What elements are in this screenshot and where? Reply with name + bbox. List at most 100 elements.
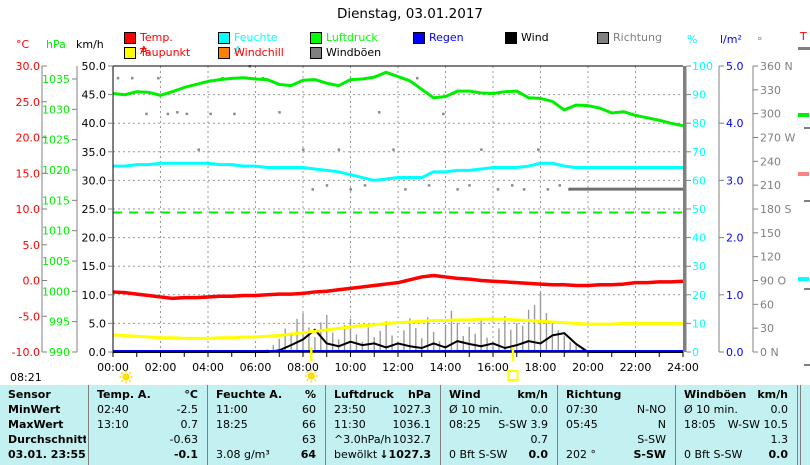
legend-label: Regen bbox=[429, 31, 464, 44]
table-col-unit bbox=[557, 388, 666, 403]
table-cell-value: 0.0 bbox=[770, 403, 789, 416]
direction-dot bbox=[233, 112, 236, 116]
axis-label-degrees: 60 bbox=[760, 298, 774, 311]
axis-label-kmh: 50.0 bbox=[82, 60, 107, 73]
x-axis-label: 12:00 bbox=[382, 361, 414, 374]
axis-label-kmh: 10.0 bbox=[82, 289, 107, 302]
axis-label-degrees: 360 N bbox=[760, 60, 793, 73]
x-axis-label: 24:00 bbox=[667, 361, 699, 374]
sunrise-icon-axis bbox=[307, 372, 315, 380]
unit-percent: % bbox=[687, 33, 698, 46]
table-col-unit: hPa bbox=[407, 388, 431, 401]
table-cell-time: Ø 10 min. bbox=[449, 403, 503, 416]
axis-label-percent: 20 bbox=[692, 289, 706, 302]
x-axis-label: 08:00 bbox=[287, 361, 319, 374]
table-separator bbox=[88, 385, 89, 465]
axis-label-degrees: 330 bbox=[760, 84, 781, 97]
axis-label-percent: 10 bbox=[692, 317, 706, 330]
table-row-label: MinWert bbox=[8, 403, 61, 416]
axis-label-hpa: 995 bbox=[49, 316, 70, 329]
table-col-title: Feuchte A. bbox=[216, 388, 283, 401]
legend-label: Windchill bbox=[234, 46, 284, 59]
x-axis-label: 02:00 bbox=[145, 361, 177, 374]
axis-label-celsius: 30.0 bbox=[16, 60, 41, 73]
legend-swatch bbox=[310, 47, 322, 59]
direction-dot bbox=[278, 111, 281, 114]
table-row-label: Durchschnitt bbox=[8, 433, 86, 446]
axis-label-kmh: 5.0 bbox=[89, 317, 107, 330]
table-separator bbox=[325, 385, 326, 465]
table-cell-value: 66 bbox=[302, 418, 316, 431]
legend-swatch bbox=[310, 32, 322, 44]
table-cell-time: 18:25 bbox=[216, 418, 248, 431]
axis-label-hpa: 1025 bbox=[42, 134, 70, 147]
axis-label-percent: 30 bbox=[692, 260, 706, 273]
axis-label-kmh: 25.0 bbox=[82, 203, 107, 216]
table-cell-time: 0 Bft S-SW bbox=[684, 448, 743, 461]
axis-label-hpa: 1015 bbox=[42, 194, 70, 207]
series-taupunkt-line bbox=[112, 317, 683, 340]
sunset-icon bbox=[507, 370, 519, 381]
table-cell-value: 1032.7 bbox=[392, 433, 432, 446]
sunrise-icon-left-ray bbox=[128, 379, 132, 383]
table-cell-time: 02:40 bbox=[97, 403, 129, 416]
table-col-title: Luftdruck bbox=[334, 388, 394, 401]
axis-label-lm2: 4.0 bbox=[726, 117, 744, 130]
axis-label-degrees: 120 bbox=[760, 251, 781, 264]
table-cell-value: -0.63 bbox=[169, 433, 198, 446]
axis-label-kmh: 35.0 bbox=[82, 146, 107, 159]
x-axis-label: 06:00 bbox=[240, 361, 272, 374]
table-cell-time: 08:25 bbox=[449, 418, 481, 431]
axis-label-lm2: 3.0 bbox=[726, 174, 744, 187]
direction-dot bbox=[197, 148, 200, 151]
x-axis-label: 04:00 bbox=[192, 361, 224, 374]
direction-dot bbox=[145, 112, 148, 116]
legend-swatch bbox=[597, 32, 609, 44]
legend-label: Richtung bbox=[613, 31, 662, 44]
axis-label-hpa: 1035 bbox=[42, 73, 70, 86]
axis-label-degrees: 150 bbox=[760, 227, 781, 240]
direction-dot bbox=[176, 111, 179, 114]
current-value-marker bbox=[804, 364, 810, 366]
table-col-unit: km/h bbox=[757, 388, 788, 401]
axis-label-celsius: -10.0 bbox=[12, 346, 40, 359]
current-value-marker bbox=[804, 200, 810, 202]
axis-label-kmh: 40.0 bbox=[82, 117, 107, 130]
axis-label-percent: 70 bbox=[692, 146, 706, 159]
sunrise-icon-left bbox=[122, 373, 130, 381]
direction-dot bbox=[416, 76, 419, 80]
sunrise-icon-left-ray bbox=[128, 371, 132, 375]
current-value-marker bbox=[798, 113, 809, 117]
table-cell-value: 0.0 bbox=[768, 448, 789, 461]
table-cell-value: N bbox=[657, 418, 666, 431]
table-cell-value: 60 bbox=[302, 403, 316, 416]
table-cell-value: S-SW bbox=[633, 448, 666, 461]
table-cell-time: 13:10 bbox=[97, 418, 129, 431]
table-col-title: Richtung bbox=[566, 388, 622, 401]
table-separator bbox=[800, 385, 801, 465]
axis-label-percent: 80 bbox=[692, 117, 706, 130]
direction-dot bbox=[537, 148, 540, 151]
table-cell-value: ↓1027.3 bbox=[379, 448, 431, 461]
unit-degrees: ° bbox=[757, 35, 763, 48]
table-cell-value: S-SW bbox=[637, 433, 666, 446]
legend-swatch bbox=[413, 32, 425, 44]
legend-swatch bbox=[218, 32, 230, 44]
axis-label-kmh: 0.0 bbox=[89, 346, 107, 359]
table-separator bbox=[207, 385, 208, 465]
direction-dot bbox=[378, 111, 381, 114]
axis-label-degrees: 240 bbox=[760, 155, 781, 168]
axis-label-hpa: 1010 bbox=[42, 225, 70, 238]
legend-label: Taupunkt bbox=[140, 46, 191, 59]
table-cell-time: ^3.0hPa/h bbox=[334, 433, 392, 446]
current-value-marker bbox=[798, 172, 809, 176]
page-title: Dienstag, 03.01.2017 bbox=[336, 6, 484, 22]
x-axis-label: 16:00 bbox=[477, 361, 509, 374]
axis-label-degrees: 270 W bbox=[760, 132, 795, 145]
table-cell-time: 0 Bft S-SW bbox=[449, 448, 508, 461]
axis-label-percent: 90 bbox=[692, 89, 706, 102]
direction-dot bbox=[468, 184, 471, 187]
legend-swatch bbox=[124, 32, 136, 44]
axis-label-degrees: 210 bbox=[760, 179, 781, 192]
